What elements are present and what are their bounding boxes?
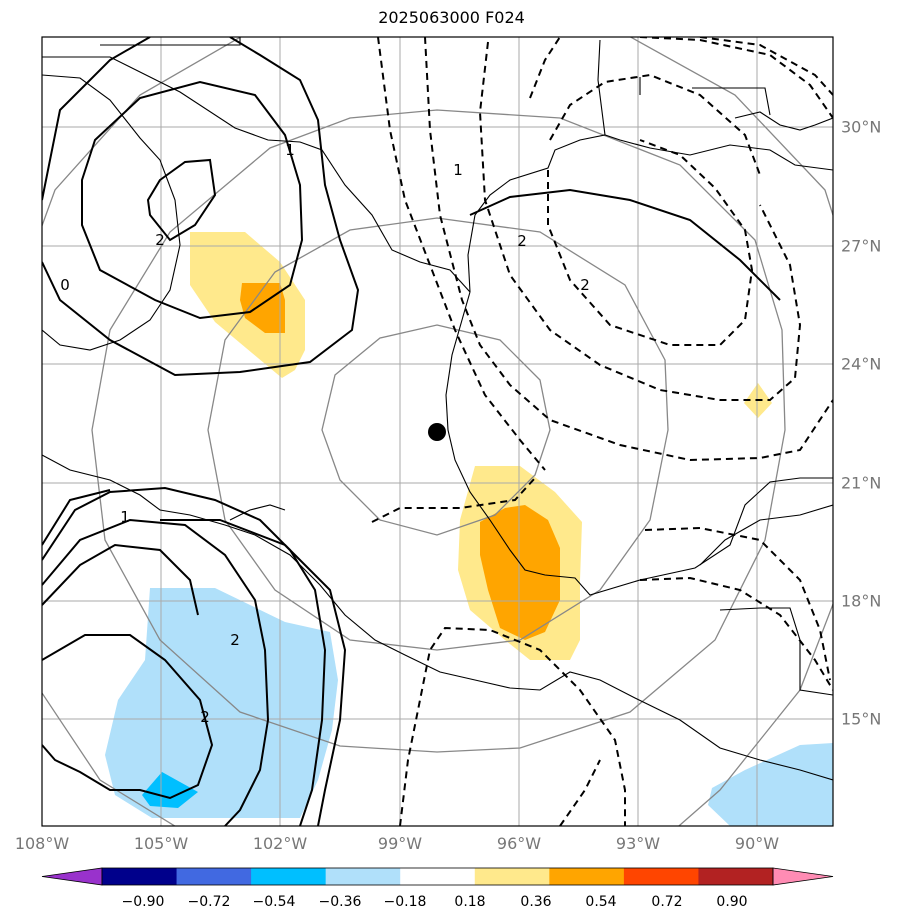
colorbar-tick-label: −0.90 [121, 894, 165, 910]
lon-label: 90°W [734, 834, 780, 853]
colorbar-tick-label: −0.72 [187, 894, 231, 910]
contour-dashed [424, 37, 833, 462]
colorbar-segment [400, 868, 476, 885]
colorbar-segment [549, 868, 625, 885]
contour-label-group: 2 1 0 1 2 2 1 2 2 [60, 141, 590, 726]
colorbar-frame [101, 867, 774, 886]
contour-solid [160, 519, 347, 826]
lat-label: 27°N [841, 236, 882, 256]
contour-solid [42, 634, 214, 800]
contour-solid [469, 188, 781, 301]
colorbar-tick-label: 0.90 [716, 894, 748, 910]
lat-label: 18°N [841, 591, 882, 611]
colorbar-tick-label: 0.36 [520, 894, 552, 910]
contour-dashed [399, 626, 626, 826]
contour-solid [146, 158, 217, 242]
contour-solid [42, 489, 111, 546]
contour-dashed [644, 526, 831, 681]
colorbar-segment [325, 868, 401, 885]
mississippi-delta [734, 111, 833, 131]
us-state-border [597, 39, 606, 136]
lon-label: 96°W [496, 834, 542, 853]
colorbar-segment [623, 868, 699, 885]
colorbar-segment [698, 868, 774, 885]
contour-solid [42, 543, 199, 616]
center-marker [428, 423, 446, 441]
contour-dashed [639, 37, 833, 119]
contour-dashed [639, 576, 833, 691]
contour-dashed [699, 37, 833, 96]
contour-label: 1 [120, 508, 130, 526]
contour-dashed [547, 139, 754, 346]
contour-dashed [371, 477, 536, 523]
contour-dashed [549, 73, 761, 176]
contour-solid [42, 37, 360, 377]
contour-label: 2 [580, 276, 590, 294]
map-frame [41, 36, 834, 827]
colorbar-tick-label: −0.54 [252, 894, 296, 910]
negative-anomaly-core [142, 772, 198, 808]
contour-dashed [529, 37, 561, 99]
lon-label: 99°W [377, 834, 423, 853]
coastlines [42, 37, 833, 781]
lat-label: 15°N [841, 709, 882, 729]
colorbar-tick-label: 0.72 [651, 894, 683, 910]
contour-solid [81, 80, 304, 320]
us-state-border [100, 37, 241, 46]
contour-label: 1 [453, 161, 463, 179]
colorbar-tick-label: −0.36 [318, 894, 362, 910]
negative-anomaly-area [105, 588, 338, 818]
lat-label: 21°N [841, 473, 882, 493]
lat-label: 30°N [841, 117, 882, 137]
gulf-of-california-coast [42, 74, 181, 351]
contour-label: 2 [517, 232, 527, 250]
colorbar-tick-label: −0.18 [383, 894, 427, 910]
colorbar-extend-high [772, 867, 834, 886]
range-rings [42, 37, 833, 826]
colorbar-tick-label: 0.54 [585, 894, 617, 910]
colorbar-extend-low [41, 867, 103, 886]
yucatan-coast [699, 504, 833, 566]
contour-label: 2 [200, 708, 210, 726]
negative-anomaly-area [708, 743, 833, 826]
contour-dashed [377, 37, 546, 471]
contour-label: 2 [155, 231, 165, 249]
contour-label: 1 [285, 141, 295, 159]
texas-coast [467, 134, 833, 293]
colorbar-segment [474, 868, 550, 885]
contour-dashed [478, 41, 802, 401]
contour-solid [42, 486, 327, 826]
colorbar-tick-label: 0.18 [454, 894, 486, 910]
pacific-coast [42, 454, 833, 781]
lon-label: 108°W [14, 834, 70, 853]
contour-label: 0 [60, 276, 70, 294]
colorbar [41, 867, 834, 886]
contour-label: 2 [230, 631, 240, 649]
map-title: 2025063000 F024 [378, 8, 525, 27]
mexico-state-border [229, 504, 286, 521]
contours-dashed [371, 37, 833, 826]
graticule [42, 37, 833, 826]
contour-solid [42, 518, 270, 826]
shading-layer [105, 232, 833, 826]
contour-dashed [559, 759, 601, 826]
us-state-border [692, 87, 771, 116]
colorbar-segment [251, 868, 327, 885]
central-america-border [719, 607, 833, 696]
lon-label: 93°W [615, 834, 661, 853]
lon-label: 102°W [252, 834, 308, 853]
lon-label: 105°W [133, 834, 189, 853]
lat-label: 24°N [841, 354, 882, 374]
colorbar-segment [176, 868, 252, 885]
gulf-coast-west [445, 291, 833, 596]
contours [42, 37, 781, 826]
positive-anomaly-core [480, 505, 560, 640]
contour-solid [42, 37, 151, 201]
colorbar-segment [102, 868, 178, 885]
